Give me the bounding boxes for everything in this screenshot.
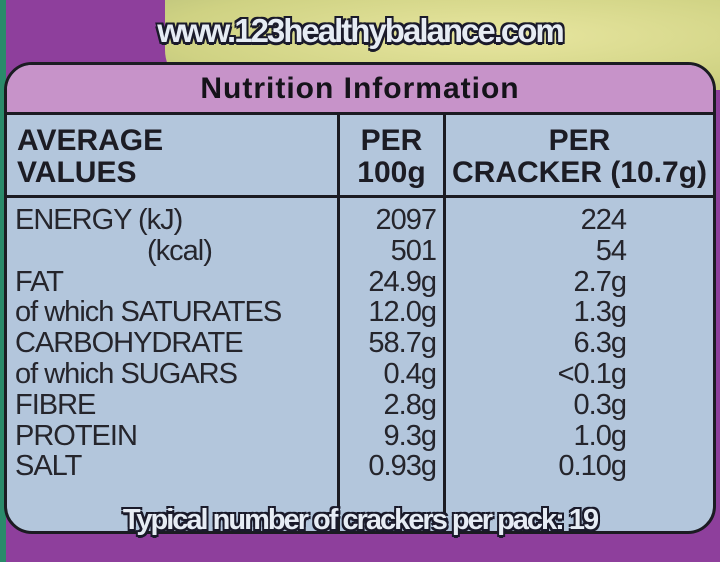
website-url: www.123healthybalance.com — [157, 12, 564, 49]
header-row: AVERAGE VALUES PER 100g PER CRACKER (10.… — [7, 115, 713, 198]
nutrient-rows: ENERGY (kJ) 2097 224 (kcal) 501 54 FAT 24.9g 2.7… — [7, 205, 713, 482]
table-row: CARBOHYDRATE 58.7g 6.3g — [7, 328, 713, 359]
value-per-100g: 24.9g — [368, 265, 437, 298]
header-line: AVERAGE — [17, 124, 164, 157]
table-row: FIBRE 2.8g 0.3g — [7, 390, 713, 421]
nutrient-name: FIBRE — [15, 388, 96, 421]
nutrient-name: SALT — [15, 450, 82, 483]
value-per-100g: 0.93g — [368, 450, 437, 483]
nutrition-table: Nutrition Information AVERAGE VALUES PER… — [4, 62, 716, 534]
nutrient-name: PROTEIN — [15, 419, 138, 452]
table-row: of which SUGARS 0.4g <0.1g — [7, 359, 713, 390]
table-row: ENERGY (kJ) 2097 224 — [7, 205, 713, 236]
value-per-100g: 12.0g — [368, 296, 437, 329]
value-per-100g: 2.8g — [383, 388, 437, 421]
table-row: (kcal) 501 54 — [7, 236, 713, 267]
column-divider — [443, 115, 446, 531]
value-per-100g: 501 — [390, 234, 437, 267]
crackers-per-pack: Typical number of crackers per pack: 19 — [122, 504, 599, 536]
nutrient-name: of which SATURATES — [15, 296, 282, 329]
table-row: of which SATURATES 12.0g 1.3g — [7, 297, 713, 328]
header-line: PER — [548, 124, 611, 157]
header-line: PER — [360, 124, 423, 157]
table-row: SALT 0.93g 0.10g — [7, 451, 713, 482]
header-per-cracker: PER CRACKER (10.7g) — [446, 125, 713, 189]
table-title: Nutrition Information — [7, 65, 713, 115]
header-line: 100g — [357, 156, 426, 189]
value-per-cracker: 1.3g — [573, 296, 627, 329]
value-per-cracker: 0.10g — [558, 450, 627, 483]
value-per-cracker: 54 — [595, 234, 627, 267]
column-divider — [337, 115, 340, 531]
nutrient-name: of which SUGARS — [15, 357, 238, 390]
value-per-100g: 58.7g — [368, 327, 437, 360]
header-per-100g: PER 100g — [340, 125, 443, 189]
value-per-cracker: 1.0g — [573, 419, 627, 452]
table-row: FAT 24.9g 2.7g — [7, 267, 713, 298]
value-per-cracker: 0.3g — [573, 388, 627, 421]
header-average-values: AVERAGE VALUES — [17, 125, 163, 189]
header-line: CRACKER (10.7g) — [451, 156, 708, 189]
nutrient-name: CARBOHYDRATE — [15, 327, 244, 360]
nutrient-name: FAT — [15, 265, 64, 298]
value-per-cracker: 224 — [580, 204, 627, 236]
nutrient-name: (kcal) — [147, 234, 213, 267]
header-line: VALUES — [17, 156, 137, 189]
value-per-cracker: <0.1g — [557, 357, 627, 390]
value-per-cracker: 6.3g — [573, 327, 627, 360]
value-per-100g: 9.3g — [383, 419, 437, 452]
value-per-cracker: 2.7g — [573, 265, 627, 298]
value-per-100g: 0.4g — [383, 357, 437, 390]
table-row: PROTEIN 9.3g 1.0g — [7, 421, 713, 452]
nutrient-name: ENERGY (kJ) — [15, 204, 183, 236]
value-per-100g: 2097 — [375, 204, 437, 236]
